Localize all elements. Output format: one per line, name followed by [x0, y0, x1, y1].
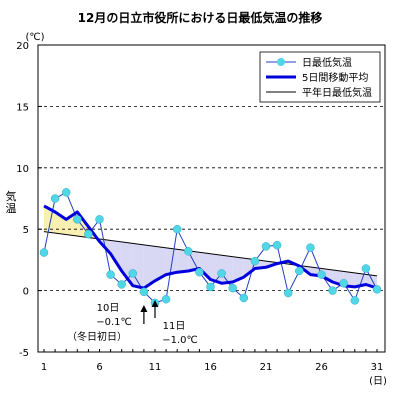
data-point — [283, 288, 293, 298]
data-point — [161, 294, 171, 304]
y-axis-label: 気 — [6, 189, 17, 203]
annotation-arrowhead — [140, 305, 148, 312]
x-tick-label: 11 — [149, 362, 162, 373]
y-tick-label: 5 — [23, 225, 29, 236]
legend-label: 5日間移動平均 — [302, 71, 368, 84]
data-point — [139, 287, 149, 297]
data-point — [95, 215, 104, 224]
shade-below-normal — [177, 249, 189, 273]
annotation-text: −0.1℃ — [96, 317, 132, 328]
data-point — [261, 242, 271, 251]
x-tick-label: 16 — [204, 362, 217, 373]
shade-below-normal — [232, 256, 244, 282]
data-point — [172, 224, 182, 234]
x-tick-label: 1 — [41, 362, 47, 373]
data-point — [272, 240, 282, 250]
data-point — [73, 215, 82, 224]
data-point — [195, 267, 204, 277]
data-point — [295, 266, 304, 276]
shade-below-normal — [143, 244, 155, 289]
plot-frame — [37, 44, 386, 353]
data-point — [239, 293, 249, 303]
y-tick-label: 0 — [23, 287, 29, 298]
chart-title: 12月の日立市役所における日最低気温の推移 — [78, 10, 323, 25]
legend-marker — [277, 58, 285, 66]
y-unit-label: (℃) — [25, 32, 44, 43]
annotation-text: 11日 — [163, 321, 186, 332]
data-point — [217, 269, 226, 278]
x-tick-label: 26 — [315, 362, 328, 373]
data-point — [61, 188, 71, 197]
shade-below-normal — [155, 246, 167, 281]
annotation-text: （冬日初日） — [67, 330, 127, 343]
legend-label: 平年日最低気温 — [302, 86, 372, 99]
data-point — [250, 256, 260, 266]
x-tick-label: 31 — [371, 362, 384, 373]
annotation-text: −1.0℃ — [162, 335, 198, 346]
data-point — [50, 194, 60, 203]
y-tick-label: 20 — [16, 41, 29, 52]
y-tick-label: -5 — [19, 348, 29, 359]
data-point — [361, 264, 371, 273]
annotation-text: 10日 — [97, 303, 120, 314]
x-tick-label: 21 — [260, 362, 273, 373]
x-unit-label: (日) — [369, 376, 387, 387]
data-point — [372, 285, 382, 294]
y-tick-label: 15 — [16, 102, 29, 113]
data-point — [128, 269, 138, 278]
shade-below-normal — [132, 243, 144, 289]
data-point — [39, 248, 49, 257]
data-point — [339, 278, 348, 288]
data-point — [306, 243, 315, 252]
legend-label: 日最低気温 — [302, 56, 352, 69]
shade-below-normal — [110, 240, 122, 271]
data-point — [328, 286, 337, 295]
y-axis-label: 温 — [6, 202, 17, 215]
data-point — [206, 282, 215, 292]
data-point — [106, 270, 115, 279]
x-tick-label: 6 — [96, 362, 102, 373]
data-point — [117, 280, 126, 289]
shade-below-normal — [221, 255, 233, 284]
annotation-arrowhead — [151, 300, 159, 307]
data-point — [317, 270, 326, 279]
y-tick-label: 10 — [16, 164, 29, 175]
data-point — [228, 283, 237, 293]
shade-below-normal — [199, 252, 211, 280]
data-point — [350, 296, 360, 305]
data-point — [184, 247, 193, 256]
data-point — [84, 229, 93, 239]
